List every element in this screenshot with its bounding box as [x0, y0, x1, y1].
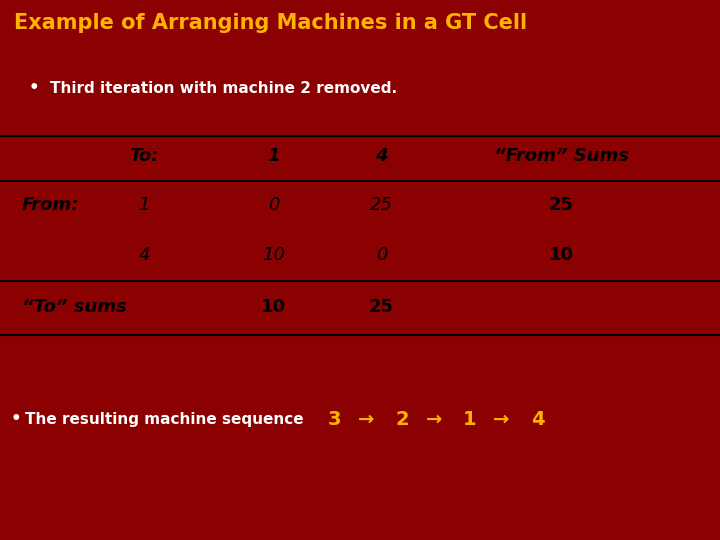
Text: 1: 1	[267, 146, 280, 165]
Text: 10: 10	[261, 298, 286, 316]
Text: 4: 4	[138, 246, 150, 264]
Text: 1: 1	[138, 196, 150, 214]
Text: “To” sums: “To” sums	[22, 298, 127, 316]
Text: →: →	[426, 410, 442, 429]
Text: 4: 4	[531, 410, 544, 429]
Text: “From” Sums: “From” Sums	[494, 146, 629, 165]
Text: From:: From:	[22, 196, 79, 214]
Text: The resulting machine sequence: The resulting machine sequence	[25, 412, 304, 427]
Text: 25: 25	[549, 196, 574, 214]
Text: 0: 0	[268, 196, 279, 214]
Text: 10: 10	[262, 246, 285, 264]
Text: 4: 4	[375, 146, 388, 165]
Text: •: •	[11, 410, 22, 428]
Text: To:: To:	[129, 146, 158, 165]
Text: →: →	[493, 410, 510, 429]
Text: 3: 3	[328, 410, 341, 429]
Text: 1: 1	[463, 410, 477, 429]
Text: 25: 25	[370, 196, 393, 214]
Text: 25: 25	[369, 298, 394, 316]
Text: •: •	[29, 79, 40, 97]
Text: Third iteration with machine 2 removed.: Third iteration with machine 2 removed.	[50, 80, 397, 96]
Text: 0: 0	[376, 246, 387, 264]
Text: →: →	[358, 410, 374, 429]
Text: 2: 2	[395, 410, 409, 429]
Text: Example of Arranging Machines in a GT Cell: Example of Arranging Machines in a GT Ce…	[14, 13, 528, 33]
Text: 10: 10	[549, 246, 574, 264]
